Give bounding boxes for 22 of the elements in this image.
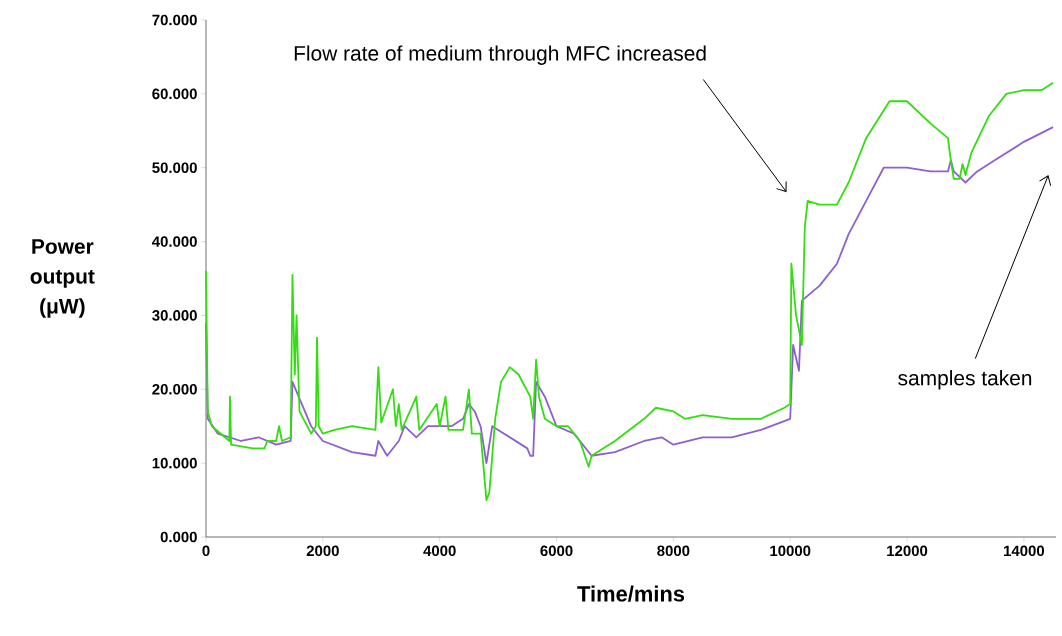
y-tick-label: 30.000 <box>152 310 197 321</box>
x-tick-label: 10000 <box>770 545 811 557</box>
x-tick-label: 2000 <box>306 545 339 557</box>
annotation: samples taken <box>898 370 1032 390</box>
y-tick-label: 40.000 <box>151 236 197 247</box>
y-axis-title: Power output (μW) <box>30 239 95 318</box>
y-tick-label: 0.000 <box>160 531 197 543</box>
annotation: Flow rate of medium through MFC increased <box>294 45 706 65</box>
y-tick-label: 10.000 <box>152 457 197 469</box>
x-axis-title: Time/mins <box>577 585 685 602</box>
x-tick-label: 4000 <box>423 545 456 557</box>
line-series <box>205 126 1054 465</box>
y-tick-label: 60.000 <box>152 88 197 100</box>
y-tick-label: 50.000 <box>152 162 197 173</box>
y-tick-label: 70.000 <box>152 14 197 26</box>
line-series <box>205 81 1054 501</box>
x-tick-label: 14000 <box>1004 545 1045 557</box>
y-tick-label: 20.000 <box>152 383 197 395</box>
x-tick-label: 0 <box>202 545 210 557</box>
x-tick-label: 8000 <box>657 545 690 557</box>
x-tick-label: 6000 <box>540 545 573 557</box>
x-tick-label: 12000 <box>887 545 928 557</box>
